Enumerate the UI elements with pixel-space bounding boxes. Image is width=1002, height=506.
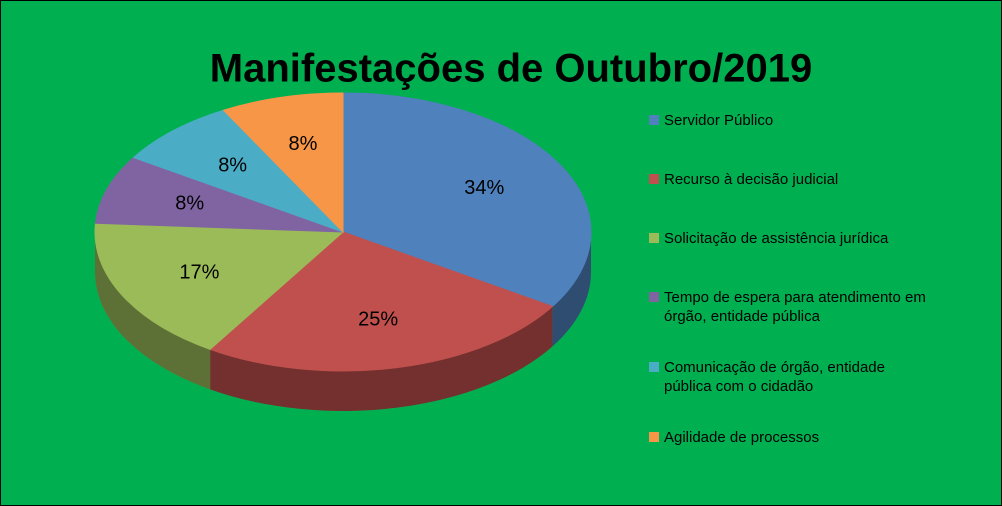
legend-label: Servidor Público <box>664 112 774 129</box>
data-label: 17% <box>179 261 219 283</box>
slice-side <box>210 306 553 411</box>
data-label: 8% <box>288 133 317 155</box>
legend-item: Recurso à decisão judicial <box>649 170 934 189</box>
data-label: 8% <box>175 192 204 214</box>
chart-title: Manifestações de Outubro/2019 <box>210 47 812 91</box>
legend-item: Solicitação de assistência jurídica <box>649 229 934 248</box>
slice <box>222 92 344 234</box>
legend-item: Tempo de espera para atendimento em órgã… <box>649 288 934 326</box>
slice <box>342 92 592 308</box>
legend-swatch <box>649 115 659 125</box>
legend-item: Comunicação de órgão, entidade pública c… <box>649 358 934 396</box>
legend-label: Agilidade de processos <box>664 429 820 446</box>
slice <box>94 156 344 233</box>
legend-swatch <box>649 292 659 302</box>
slice <box>94 222 345 350</box>
slice-side-shade <box>210 306 553 411</box>
legend-label: Comunicação de órgão, entidade pública c… <box>664 359 885 395</box>
slice <box>132 109 344 233</box>
slice-side <box>552 232 591 347</box>
data-label: 34% <box>464 177 504 199</box>
data-label: 25% <box>358 308 398 330</box>
legend-swatch <box>649 362 659 372</box>
legend-item: Servidor Público <box>649 111 934 130</box>
legend-label: Recurso à decisão judicial <box>664 171 839 188</box>
slice-side-shade <box>95 232 211 390</box>
legend-label: Tempo de espera para atendimento em órgã… <box>664 289 926 325</box>
legend: Servidor Público Recurso à decisão judici… <box>649 111 979 447</box>
data-label: 8% <box>218 154 247 176</box>
legend-item: Agilidade de processos <box>649 428 934 447</box>
legend-swatch <box>649 174 659 184</box>
legend-swatch <box>649 233 659 243</box>
legend-label: Solicitação de assistência jurídica <box>664 230 889 247</box>
slice-side <box>95 232 211 390</box>
slice-side-shade <box>552 232 591 347</box>
legend-swatch <box>649 432 659 442</box>
slice <box>209 231 554 372</box>
